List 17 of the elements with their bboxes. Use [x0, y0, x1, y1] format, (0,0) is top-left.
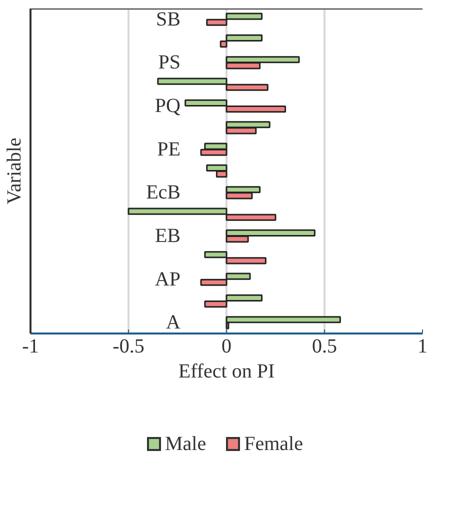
y-tick-label: PE [157, 138, 181, 160]
x-tick-label: 0.5 [312, 336, 337, 358]
x-tick-label: -0.5 [112, 336, 144, 358]
legend-label: Female [243, 432, 303, 457]
x-tick-label: 0 [222, 336, 232, 358]
y-tick-label: AP [154, 268, 181, 290]
y-tick-label: EcB [146, 182, 181, 204]
y-axis-title: Variable [4, 138, 26, 204]
y-tick-label: A [166, 312, 182, 334]
y-tick-label: EB [154, 225, 181, 247]
y-tick-label: SB [156, 8, 181, 30]
x-tick-label: -1 [22, 336, 39, 358]
x-tick-label: 1 [418, 336, 428, 358]
y-tick-label: PS [158, 52, 181, 74]
y-tick-label: PQ [154, 95, 182, 117]
x-axis-title: Effect on PI [178, 360, 275, 382]
legend-label: Male [164, 432, 206, 457]
